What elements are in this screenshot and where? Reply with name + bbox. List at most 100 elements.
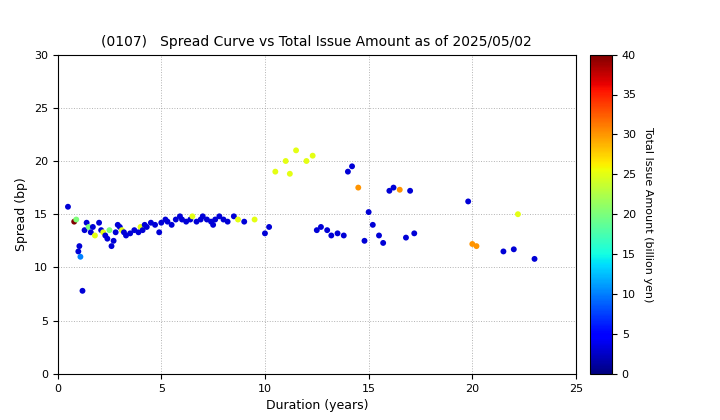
Point [95, 227, 107, 234]
Point [153, 229, 165, 236]
Point [233, 216, 244, 223]
Point [367, 221, 379, 228]
Point [162, 218, 174, 225]
Point [139, 221, 150, 228]
Point [384, 187, 395, 194]
Point [62, 203, 73, 210]
Point [259, 230, 271, 237]
Point [363, 209, 374, 215]
Point [87, 223, 99, 230]
Point [197, 213, 209, 220]
Point [498, 248, 509, 255]
Point [137, 227, 148, 234]
Point [116, 227, 127, 234]
Point [81, 219, 92, 226]
Point [181, 218, 192, 225]
Point [68, 218, 80, 225]
Point [307, 152, 318, 159]
Point [471, 243, 482, 249]
Point [125, 230, 136, 237]
Point [77, 287, 89, 294]
Point [346, 163, 358, 170]
Point [156, 219, 167, 226]
Point [408, 230, 420, 237]
Title: (0107)   Spread Curve vs Total Issue Amount as of 2025/05/02: (0107) Spread Curve vs Total Issue Amoun… [102, 35, 532, 49]
Point [228, 213, 240, 220]
Point [301, 158, 312, 164]
Point [217, 216, 229, 223]
Point [149, 221, 161, 228]
Point [214, 213, 225, 220]
Point [342, 168, 354, 175]
Point [201, 216, 212, 223]
Point [377, 239, 389, 246]
Point [118, 229, 130, 236]
Point [184, 216, 196, 223]
Point [73, 243, 85, 249]
Point [280, 158, 292, 164]
Point [170, 216, 181, 223]
Point [400, 234, 412, 241]
Point [388, 184, 400, 191]
Point [145, 219, 157, 226]
Point [132, 229, 144, 236]
Point [321, 227, 333, 234]
Point [207, 221, 219, 228]
Point [166, 221, 177, 228]
Y-axis label: Total Issue Amount (billion yen): Total Issue Amount (billion yen) [642, 126, 652, 302]
Point [73, 248, 84, 255]
Point [135, 223, 146, 230]
Point [508, 246, 520, 253]
Point [174, 213, 186, 220]
Point [353, 184, 364, 191]
Point [75, 253, 86, 260]
Point [112, 221, 124, 228]
Point [269, 168, 281, 175]
Point [97, 229, 109, 236]
Point [311, 227, 323, 234]
Point [186, 213, 198, 220]
Point [176, 216, 188, 223]
Point [114, 223, 125, 230]
Point [394, 186, 405, 193]
Point [512, 211, 523, 218]
Point [160, 216, 171, 223]
Point [195, 216, 207, 223]
Point [462, 198, 474, 205]
Point [205, 218, 217, 225]
Point [94, 219, 105, 226]
Point [359, 237, 370, 244]
Point [405, 187, 416, 194]
Point [284, 171, 296, 177]
Point [71, 216, 82, 223]
Point [85, 229, 96, 236]
Point [141, 223, 153, 230]
Point [210, 216, 221, 223]
Point [108, 237, 120, 244]
Point [290, 147, 302, 154]
Point [78, 227, 90, 234]
Point [338, 232, 349, 239]
Point [528, 255, 540, 262]
Point [104, 227, 115, 234]
X-axis label: Duration (years): Duration (years) [266, 399, 368, 412]
Point [222, 218, 233, 225]
Point [238, 218, 250, 225]
Point [120, 232, 132, 239]
Point [129, 227, 140, 234]
Point [249, 216, 261, 223]
Point [373, 232, 384, 239]
Point [89, 232, 101, 239]
Point [315, 223, 327, 230]
Point [325, 232, 337, 239]
Point [102, 235, 113, 242]
Point [264, 223, 275, 230]
Point [106, 243, 117, 249]
Point [99, 232, 111, 239]
Point [83, 223, 94, 230]
Point [467, 241, 478, 247]
Point [191, 218, 202, 225]
Y-axis label: Spread (bp): Spread (bp) [15, 177, 28, 251]
Point [110, 229, 122, 236]
Point [332, 230, 343, 237]
